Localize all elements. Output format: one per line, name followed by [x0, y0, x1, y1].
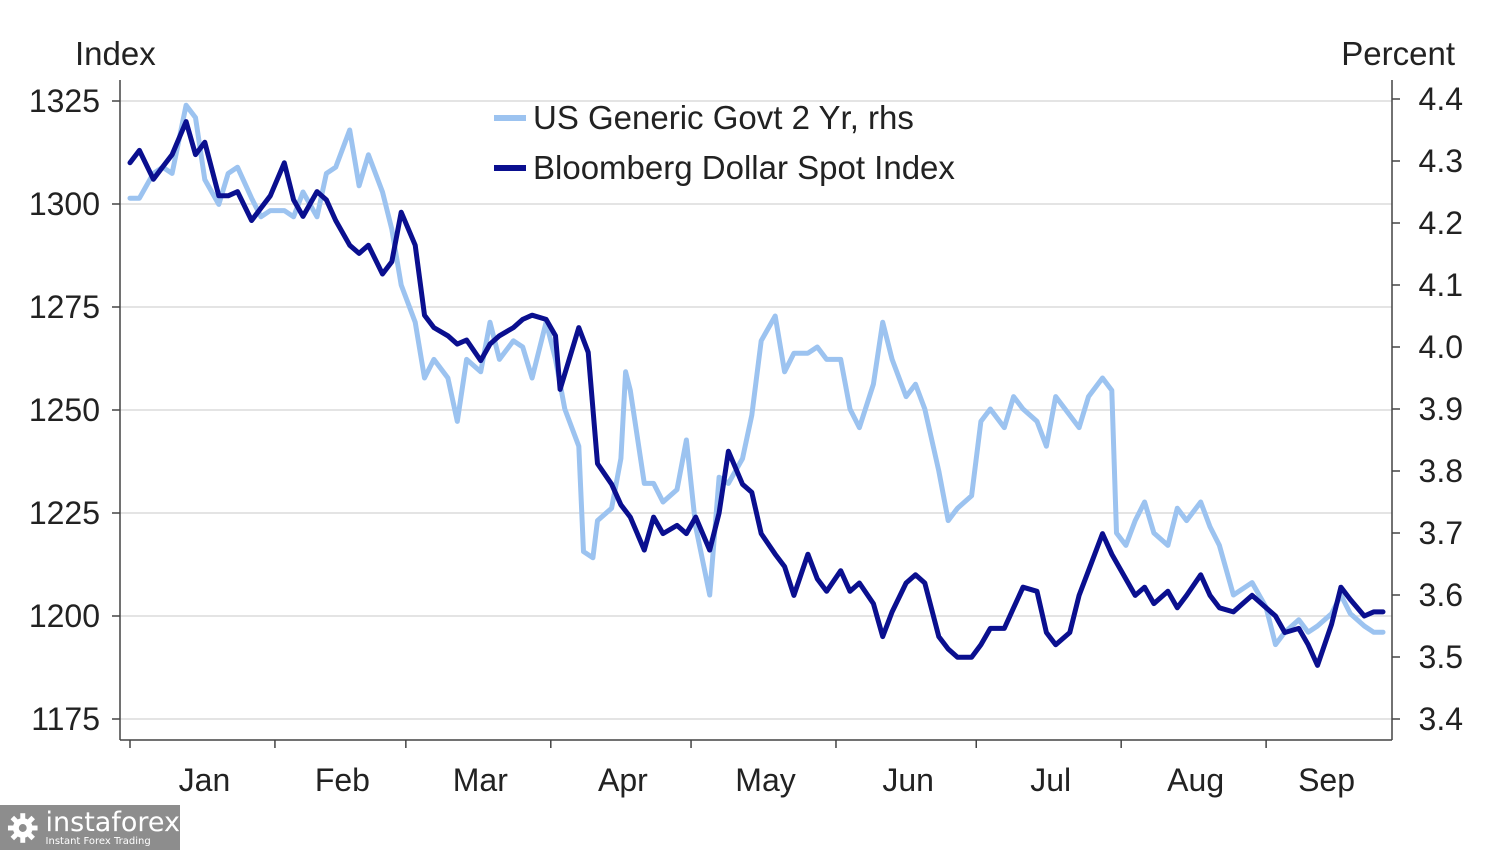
- x-month-label: Jun: [882, 762, 934, 798]
- right-tick-label: 3.5: [1419, 639, 1463, 675]
- gear-logo-icon: [7, 812, 38, 843]
- right-tick-label: 4.0: [1419, 329, 1463, 365]
- left-tick-label: 1175: [31, 701, 100, 737]
- legend-label-dollar-index: Bloomberg Dollar Spot Index: [533, 149, 955, 186]
- right-tick-label: 4.4: [1419, 81, 1463, 117]
- left-tick-label: 1250: [29, 392, 100, 428]
- left-tick-label: 1325: [29, 83, 100, 119]
- watermark-brand: instaforex: [45, 806, 180, 838]
- series-line-us-2yr: [127, 102, 1386, 648]
- x-month-label: Feb: [315, 762, 370, 798]
- x-month-label: Jan: [179, 762, 231, 798]
- left-tick-label: 1225: [29, 495, 100, 531]
- right-axis-title: Percent: [1341, 35, 1455, 72]
- series-line-dollar-index: [127, 119, 1386, 668]
- x-month-label: Mar: [453, 762, 508, 798]
- watermark-tagline: Instant Forex Trading: [45, 835, 151, 847]
- right-tick-label: 3.6: [1419, 577, 1463, 613]
- left-axis-title: Index: [75, 35, 156, 72]
- left-tick-label: 1300: [29, 186, 100, 222]
- legend-label-us-2yr: US Generic Govt 2 Yr, rhs: [533, 99, 914, 136]
- legend: US Generic Govt 2 Yr, rhs Bloomberg Doll…: [494, 99, 955, 186]
- right-tick-label: 4.2: [1419, 205, 1463, 241]
- right-tick-label: 3.8: [1419, 453, 1463, 489]
- right-tick-label: 3.4: [1419, 701, 1463, 737]
- right-tick-label: 4.3: [1419, 143, 1463, 179]
- left-tick-label: 1275: [29, 289, 100, 325]
- right-tick-label: 3.7: [1419, 515, 1463, 551]
- right-tick-label: 3.9: [1419, 391, 1463, 427]
- x-month-label: Sep: [1298, 762, 1355, 798]
- x-month-label: Jul: [1030, 762, 1071, 798]
- x-month-label: Aug: [1167, 762, 1224, 798]
- x-month-label: May: [735, 762, 795, 798]
- x-month-label: Apr: [598, 762, 648, 798]
- watermark: instaforex Instant Forex Trading: [0, 805, 180, 850]
- chart-svg: 1325 1300 1275 1250 1225 1200 1175 4.4 4.3 4.2 4.1…: [29, 35, 1463, 844]
- right-tick-label: 4.1: [1419, 267, 1463, 303]
- left-tick-label: 1200: [29, 598, 100, 634]
